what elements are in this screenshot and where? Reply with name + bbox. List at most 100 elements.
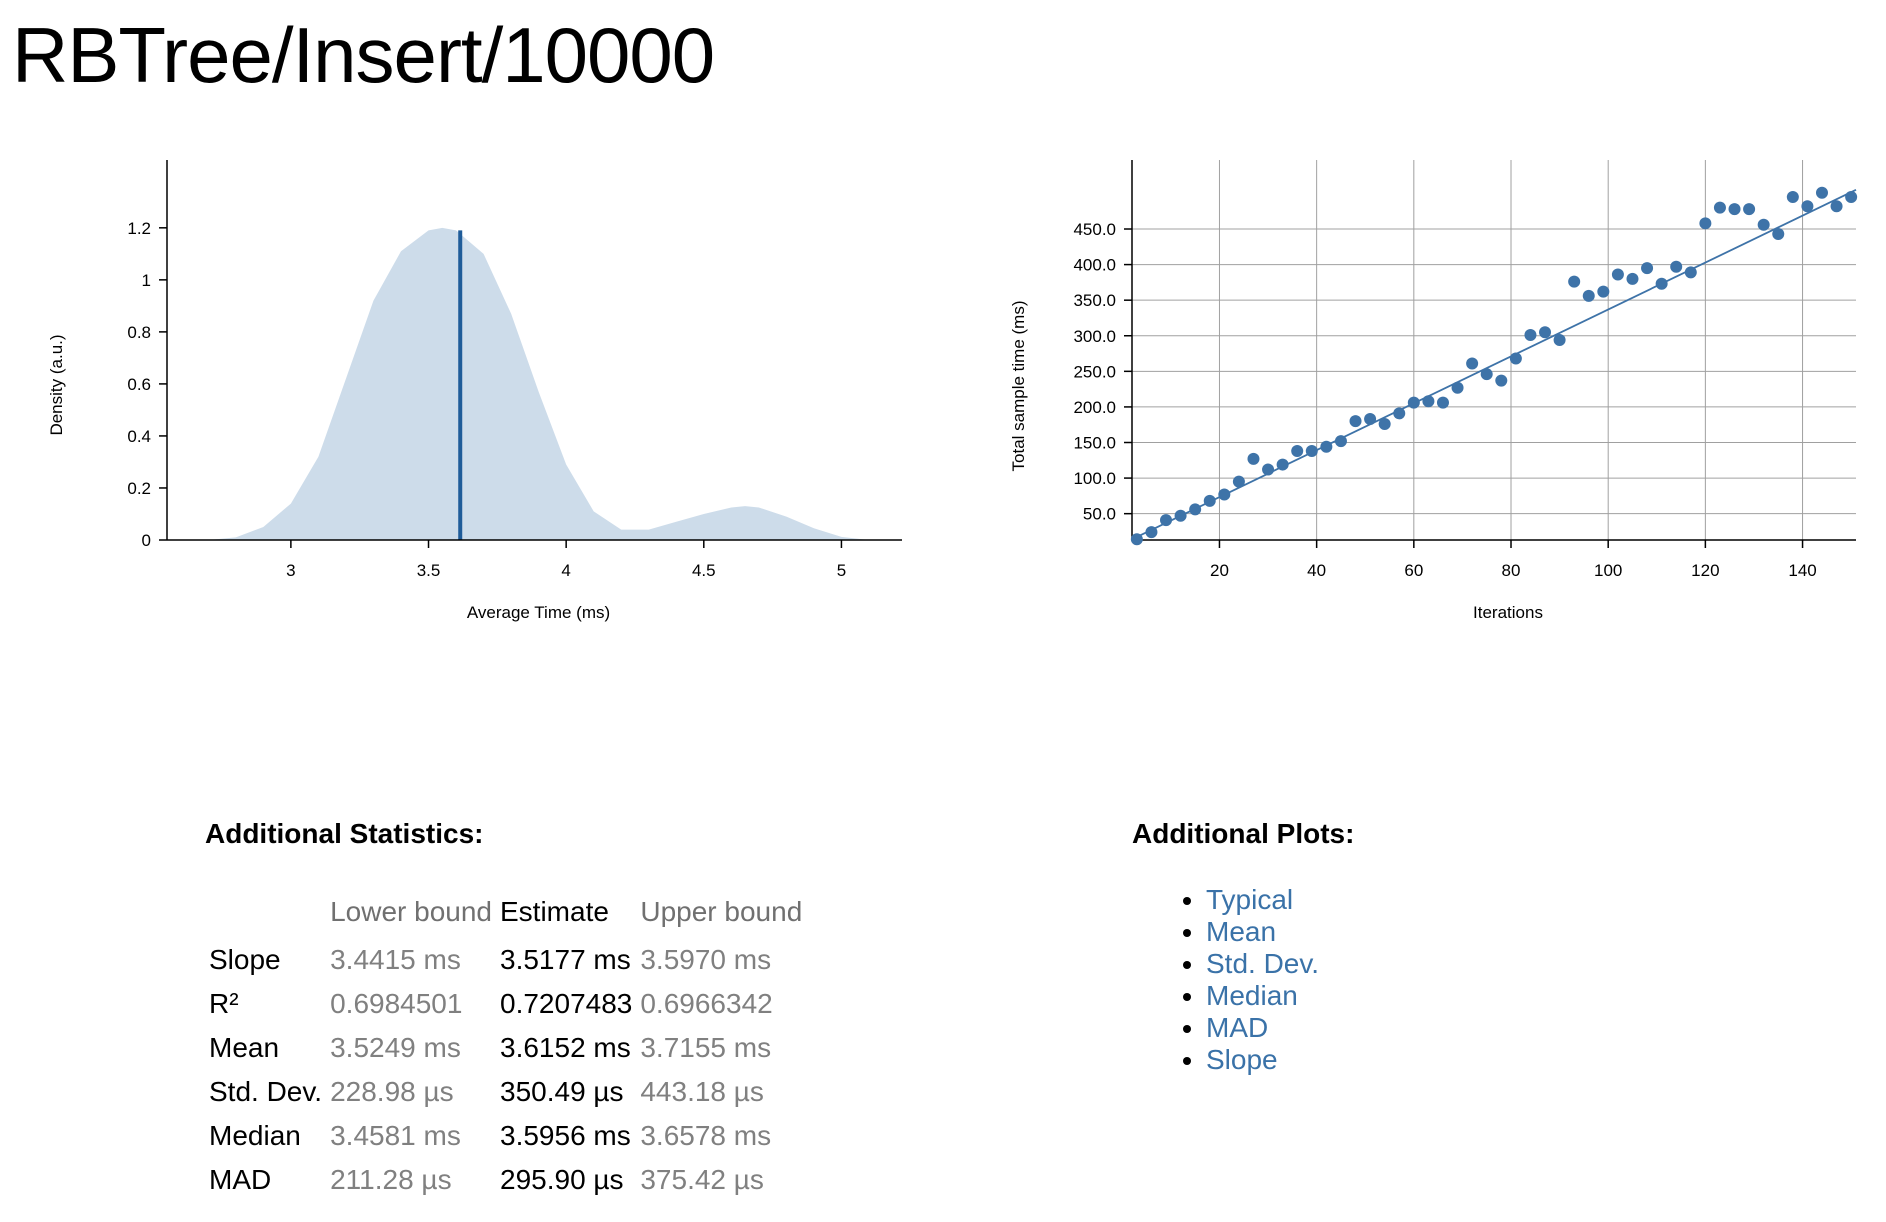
data-point: [1713, 201, 1726, 214]
data-point: [1495, 374, 1508, 387]
y-tick-label: 0: [142, 531, 151, 550]
data-point: [1232, 475, 1245, 488]
data-point: [1203, 494, 1216, 507]
density-area: [208, 227, 869, 540]
x-tick-label: 3.5: [417, 561, 441, 580]
lower-bound-value: 228.98 µs: [330, 1076, 454, 1107]
data-point: [1145, 526, 1158, 539]
row-label: R²: [209, 988, 239, 1019]
additional-plots-list: Typical Mean Std. Dev. Median MAD Slope: [1168, 884, 1319, 1076]
data-point: [1684, 266, 1697, 279]
row-label: Median: [209, 1120, 301, 1151]
x-axis-label: Average Time (ms): [467, 603, 610, 622]
additional-statistics-heading: Additional Statistics:: [205, 818, 484, 849]
plot-link-mad[interactable]: MAD: [1206, 1012, 1269, 1043]
x-tick-label: 3: [286, 561, 295, 580]
lower-bound-value: 3.4581 ms: [330, 1120, 461, 1151]
data-point: [1218, 488, 1231, 501]
y-axis-label: Density (a.u.): [47, 334, 66, 435]
data-point: [1743, 203, 1756, 216]
y-tick-label: 0.2: [127, 479, 151, 498]
data-point: [1466, 357, 1479, 370]
data-point: [1801, 200, 1814, 213]
list-item: MAD: [1206, 1012, 1319, 1044]
x-tick-label: 80: [1502, 561, 1521, 580]
list-item: Slope: [1206, 1044, 1319, 1076]
data-point: [1364, 413, 1377, 426]
plot-link-mean[interactable]: Mean: [1206, 916, 1277, 947]
data-point: [1378, 418, 1391, 430]
table-row: Median 3.4581 ms 3.5956 ms 3.6578 ms: [205, 1114, 806, 1158]
plot-link-typical[interactable]: Typical: [1206, 884, 1294, 915]
y-tick-label: 450.0: [1073, 220, 1116, 239]
x-tick-label: 120: [1691, 561, 1719, 580]
x-tick-label: 4.5: [692, 561, 716, 580]
y-axis-label: Total sample time (ms): [1009, 301, 1028, 472]
upper-bound-value: 375.42 µs: [640, 1164, 764, 1195]
x-tick-label: 4: [561, 561, 570, 580]
lower-bound-value: 0.6984501: [330, 988, 463, 1019]
data-point: [1247, 452, 1260, 465]
estimate-value: 350.49 µs: [500, 1076, 624, 1107]
plot-link-median[interactable]: Median: [1206, 980, 1298, 1011]
column-header-label: [205, 890, 326, 938]
list-item: Mean: [1206, 916, 1319, 948]
data-point: [1189, 503, 1202, 516]
data-point: [1130, 533, 1143, 546]
row-label: Slope: [209, 944, 281, 975]
data-point: [1451, 381, 1464, 394]
lower-bound-value: 3.5249 ms: [330, 1032, 461, 1063]
x-tick-label: 100: [1594, 561, 1622, 580]
data-point: [1349, 415, 1362, 428]
estimate-value: 3.5956 ms: [500, 1120, 631, 1151]
upper-bound-value: 3.5970 ms: [640, 944, 772, 975]
upper-bound-value: 3.7155 ms: [640, 1032, 772, 1063]
data-point: [1830, 200, 1843, 213]
data-point: [1568, 275, 1581, 288]
list-item: Std. Dev.: [1206, 948, 1319, 980]
data-point: [1407, 396, 1420, 409]
x-tick-label: 60: [1404, 561, 1423, 580]
data-point: [1845, 190, 1858, 203]
y-tick-label: 1.2: [127, 219, 151, 238]
data-point: [1436, 396, 1449, 409]
data-point: [1320, 440, 1333, 453]
table-row: R² 0.6984501 0.7207483 0.6966342: [205, 982, 806, 1026]
data-point: [1626, 272, 1639, 285]
plot-link-std-dev[interactable]: Std. Dev.: [1206, 948, 1320, 979]
table-header-row: Lower bound Estimate Upper bound: [205, 890, 806, 938]
data-point: [1291, 445, 1304, 458]
x-tick-label: 5: [837, 561, 846, 580]
additional-plots-heading: Additional Plots:: [1132, 818, 1355, 849]
table-row: Slope 3.4415 ms 3.5177 ms 3.5970 ms: [205, 938, 806, 982]
data-point: [1480, 368, 1493, 381]
data-point: [1670, 260, 1683, 273]
estimate-value: 0.7207483: [500, 988, 633, 1019]
table-row: MAD 211.28 µs 295.90 µs 375.42 µs: [205, 1158, 806, 1202]
data-point: [1276, 458, 1289, 471]
table-row: Mean 3.5249 ms 3.6152 ms 3.7155 ms: [205, 1026, 806, 1070]
page-title: RBTree/Insert/10000: [12, 11, 715, 99]
data-point: [1553, 334, 1566, 347]
y-tick-label: 0.4: [127, 427, 151, 446]
row-label: Std. Dev.: [209, 1076, 323, 1107]
data-point: [1305, 445, 1318, 458]
data-point: [1582, 289, 1595, 302]
y-tick-label: 0.8: [127, 323, 151, 342]
data-point: [1655, 277, 1668, 290]
y-tick-label: 200.0: [1073, 398, 1116, 417]
data-point: [1393, 407, 1406, 420]
additional-statistics-table: Lower bound Estimate Upper bound Slope 3…: [205, 890, 806, 1202]
y-tick-label: 50.0: [1083, 505, 1116, 524]
row-label: MAD: [209, 1164, 272, 1195]
x-tick-label: 40: [1307, 561, 1326, 580]
density-chart: 3 3.5 4 4.5 5 0 0.2 0.4 0.6 0.8 1 1.2 Average Time (…: [47, 160, 902, 622]
data-point: [1597, 285, 1610, 298]
regression-chart: 20 40 60 80 100 120 140 50.0 100.0 150.0 200.0 250.…: [1009, 160, 1858, 622]
plot-link-slope[interactable]: Slope: [1206, 1044, 1278, 1075]
y-tick-label: 300.0: [1073, 327, 1116, 346]
y-tick-label: 150.0: [1073, 434, 1116, 453]
data-point: [1539, 326, 1552, 339]
list-item: Typical: [1206, 884, 1319, 916]
upper-bound-value: 0.6966342: [640, 988, 773, 1019]
